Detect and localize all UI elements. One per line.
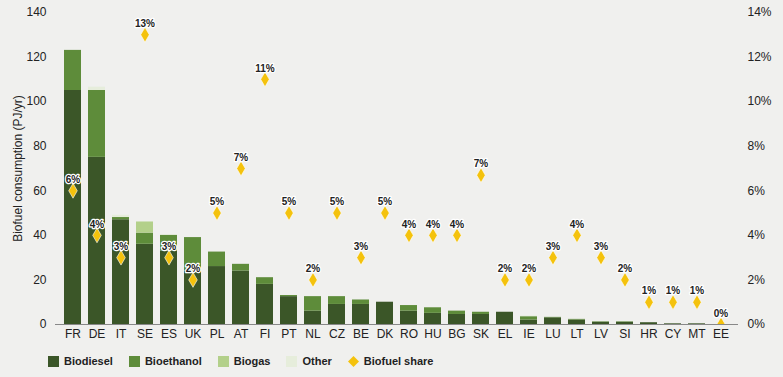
svg-text:HR: HR <box>640 327 658 341</box>
html-text:Other: Other <box>302 355 332 367</box>
svg-text:2%: 2% <box>306 263 321 274</box>
svg-text:DE: DE <box>89 327 106 341</box>
svg-text:4%: 4% <box>450 219 465 230</box>
html-text:Biofuel share: Biofuel share <box>363 355 434 367</box>
svg-text:2%: 2% <box>618 263 633 274</box>
svg-text:1%: 1% <box>642 285 657 296</box>
svg-text:2%: 2% <box>748 273 766 287</box>
svg-text:BG: BG <box>448 327 465 341</box>
svg-text:10%: 10% <box>748 94 772 108</box>
svg-text:HU: HU <box>424 327 441 341</box>
svg-text:4%: 4% <box>90 219 105 230</box>
svg-text:60: 60 <box>33 184 47 198</box>
html-text:Biogas: Biogas <box>233 355 271 367</box>
svg-text:4%: 4% <box>426 219 441 230</box>
svg-text:IE: IE <box>523 327 534 341</box>
svg-text:SE: SE <box>137 327 153 341</box>
svg-text:LV: LV <box>594 327 608 341</box>
svg-text:EE: EE <box>713 327 729 341</box>
svg-text:12%: 12% <box>748 50 772 64</box>
svg-text:DK: DK <box>377 327 394 341</box>
svg-text:3%: 3% <box>354 241 369 252</box>
svg-text:PL: PL <box>210 327 225 341</box>
svg-text:SI: SI <box>619 327 630 341</box>
svg-text:4%: 4% <box>570 219 585 230</box>
svg-text:FR: FR <box>65 327 81 341</box>
svg-text:20: 20 <box>33 273 47 287</box>
svg-text:CY: CY <box>665 327 682 341</box>
svg-text:2%: 2% <box>498 263 513 274</box>
svg-text:3%: 3% <box>594 241 609 252</box>
html-text:Biodiesel: Biodiesel <box>64 355 113 367</box>
svg-text:EL: EL <box>498 327 513 341</box>
svg-text:3%: 3% <box>546 241 561 252</box>
svg-text:IT: IT <box>116 327 127 341</box>
svg-text:MT: MT <box>688 327 706 341</box>
svg-text:5%: 5% <box>378 196 393 207</box>
svg-text:PT: PT <box>281 327 297 341</box>
svg-text:7%: 7% <box>474 158 489 169</box>
svg-text:11%: 11% <box>255 63 275 74</box>
svg-text:5%: 5% <box>330 196 345 207</box>
svg-text:5%: 5% <box>210 196 225 207</box>
svg-text:BE: BE <box>353 327 369 341</box>
svg-text:13%: 13% <box>135 18 155 29</box>
svg-text:0%: 0% <box>748 317 766 331</box>
svg-text:3%: 3% <box>114 241 129 252</box>
svg-text:6%: 6% <box>748 184 766 198</box>
svg-text:1%: 1% <box>690 285 705 296</box>
svg-text:100: 100 <box>26 94 46 108</box>
svg-text:7%: 7% <box>234 152 249 163</box>
svg-text:2%: 2% <box>522 263 537 274</box>
svg-text:FI: FI <box>260 327 271 341</box>
svg-text:0: 0 <box>40 317 47 331</box>
svg-text:LT: LT <box>570 327 584 341</box>
svg-text:AT: AT <box>234 327 249 341</box>
svg-text:LU: LU <box>545 327 560 341</box>
svg-text:14%: 14% <box>748 5 772 19</box>
svg-text:CZ: CZ <box>329 327 345 341</box>
svg-text:ES: ES <box>161 327 177 341</box>
svg-text:UK: UK <box>185 327 202 341</box>
svg-text:Biofuel consumption (PJ/yr): Biofuel consumption (PJ/yr) <box>11 95 25 242</box>
svg-text:140: 140 <box>26 5 46 19</box>
svg-text:RO: RO <box>400 327 418 341</box>
svg-text:3%: 3% <box>162 241 177 252</box>
svg-text:80: 80 <box>33 139 47 153</box>
svg-text:5%: 5% <box>282 196 297 207</box>
svg-text:NL: NL <box>305 327 321 341</box>
svg-text:120: 120 <box>26 50 46 64</box>
svg-text:2%: 2% <box>186 263 201 274</box>
svg-text:0%: 0% <box>714 308 729 319</box>
svg-text:6%: 6% <box>66 174 81 185</box>
svg-text:4%: 4% <box>748 228 766 242</box>
html-text:Bioethanol: Bioethanol <box>144 355 202 367</box>
svg-text:1%: 1% <box>666 285 681 296</box>
svg-text:4%: 4% <box>402 219 417 230</box>
svg-text:40: 40 <box>33 228 47 242</box>
svg-text:8%: 8% <box>748 139 766 153</box>
svg-text:SK: SK <box>473 327 489 341</box>
